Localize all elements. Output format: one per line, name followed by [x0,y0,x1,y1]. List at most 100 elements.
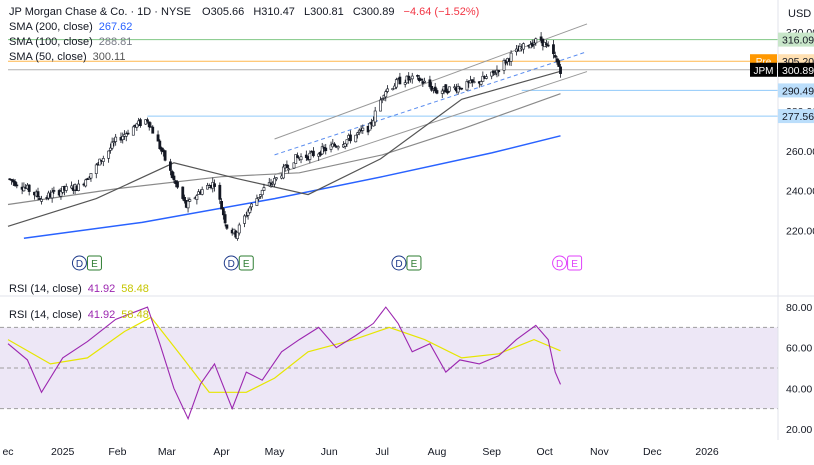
candle-150 [379,96,382,112]
rsi-tick-1: 60.00 [786,343,812,355]
candle-215 [539,32,543,44]
sma50-value: 300.11 [92,51,126,63]
candle-body [250,203,254,208]
time-tick-3: Mar [158,446,177,458]
candle-body [248,207,252,213]
symbol-legend: JP Morgan Chase & Co. · 1D · NYSE O305.6… [9,6,479,18]
symbol-title[interactable]: JP Morgan Chase & Co. · 1D · NYSE [9,6,191,18]
candle-102 [259,194,262,199]
candle-49 [126,129,130,135]
candle-body [329,144,333,150]
badge-value: 277.56 [782,111,814,123]
candle-body [481,75,485,82]
candle-151 [380,97,384,104]
rsi-legend-1[interactable]: RSI (14, close) 41.92 58.48 [9,283,149,295]
candle-body [15,184,19,187]
candle-body [373,110,377,123]
earnings-marker [86,255,102,271]
open-label: O [202,6,211,18]
candle-69 [176,180,179,189]
candle-46 [121,132,125,144]
candle-body [181,186,185,199]
candle-body [380,98,384,100]
candle-body [94,164,98,174]
sma200-legend[interactable]: SMA (200, close) 267.62 [9,21,132,33]
rsi-legend-2[interactable]: RSI (14, close) 41.92 58.48 [9,309,149,321]
candle-body [144,119,148,125]
candle-14 [40,195,43,205]
candle-body [324,147,328,152]
candle-body [546,44,550,47]
candle-87 [221,207,225,220]
badge-tag: Pre [756,57,772,68]
candle-body [416,75,419,77]
candle-body [532,42,536,45]
candle-156 [393,83,396,90]
price-badge-2[interactable]: 300.89 JPM [750,62,814,77]
candle-71 [183,194,186,204]
rsi-axis: 80.00 60.00 40.00 20.00 [786,302,812,436]
candle-body [492,70,495,74]
candle-body [244,215,248,218]
change-value: −4.64 (−1.52%) [403,6,480,18]
candle-body [257,196,261,200]
candle-67 [172,172,176,184]
dividend-marker [71,255,87,271]
candle-body [200,189,204,195]
candle-body [274,177,278,180]
candle-189 [472,77,476,84]
candle-body [509,52,513,62]
candle-61 [158,139,162,150]
candle-body [40,198,43,202]
candle-37 [98,158,102,166]
candle-40 [107,150,111,163]
price-badge-4[interactable]: 277.56 [778,109,814,124]
rsi1-label: RSI (14, close) [9,283,82,295]
candle-66 [170,169,174,179]
candle-body [384,91,388,98]
candle-body [243,215,246,224]
candle-body [453,86,457,89]
rsi-tick-2: 40.00 [786,383,812,395]
sma50-legend[interactable]: SMA (50, close) 300.11 [9,51,125,63]
dividend-letter: D [76,259,83,270]
sma100-legend[interactable]: SMA (100, close) 288.81 [9,36,132,48]
candle-body [172,175,176,181]
candle-body [223,214,227,224]
candle-3 [13,178,17,187]
candle-body [151,126,155,134]
dividend-letter: D [556,259,563,270]
candle-body [539,36,543,41]
currency-label[interactable]: USD [788,8,811,20]
badge-value: 300.89 [782,65,814,77]
candle-48 [124,131,128,142]
candle-2 [11,178,15,186]
high-value: 310.47 [261,6,295,18]
candle-50 [131,125,135,136]
candle-body [170,171,174,178]
candle-body [176,181,179,188]
time-tick-0: ec [2,446,13,458]
candle-body [138,119,142,126]
candle-173 [433,82,437,94]
low-value: 300.81 [310,6,344,18]
price-badge-0[interactable]: 316.09 [778,32,814,47]
candle-41 [108,143,112,154]
candle-144 [361,124,365,134]
earnings-letter: E [411,259,418,270]
time-tick-8: Aug [428,446,447,458]
badge-tag-box [750,62,777,77]
candle-4 [15,182,19,189]
candle-191 [479,80,483,87]
candle-219 [546,41,550,48]
price-tick-5: 220.00 [786,225,814,237]
price-badge-3[interactable]: 290.49 [778,83,814,98]
time-tick-13: 2026 [695,446,719,458]
candle-body [158,140,162,150]
candle-body [553,55,557,58]
candle-170 [428,75,432,89]
